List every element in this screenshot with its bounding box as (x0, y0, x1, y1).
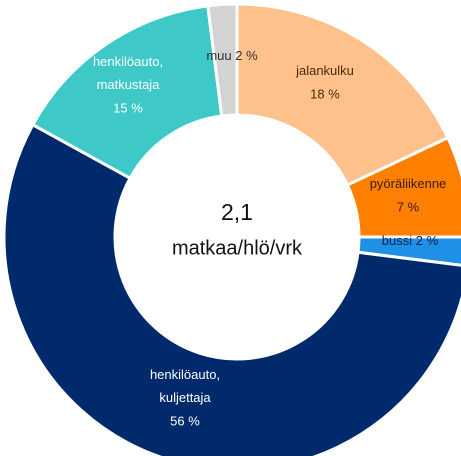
donut-slice (206, 2, 239, 118)
slice-label: muu 2 % (206, 48, 258, 63)
center-label: matkaa/hlö/vrk (172, 237, 303, 259)
category-label: pyöräliikenne (370, 176, 447, 191)
category-label: jalankulku (295, 63, 354, 78)
category-label: bussi (382, 233, 412, 248)
donut-slice (2, 122, 461, 456)
value-label: 7 % (397, 199, 420, 214)
donut-slice (30, 4, 224, 181)
value-label: 56 % (170, 413, 200, 428)
center-value: 2,1 (221, 199, 253, 225)
slice-label: bussi 2 % (382, 233, 439, 248)
category-label: henkilöauto, kuljettaja (150, 367, 220, 405)
value-label: 18 % (310, 86, 340, 101)
donut-slice (345, 135, 461, 239)
value-label: 2 % (416, 233, 439, 248)
category-label: henkilöauto, matkustaja (93, 54, 163, 92)
category-label: muu (206, 48, 231, 63)
value-label: 15 % (113, 100, 143, 115)
value-label: 2 % (235, 48, 258, 63)
donut-slice (235, 2, 450, 188)
